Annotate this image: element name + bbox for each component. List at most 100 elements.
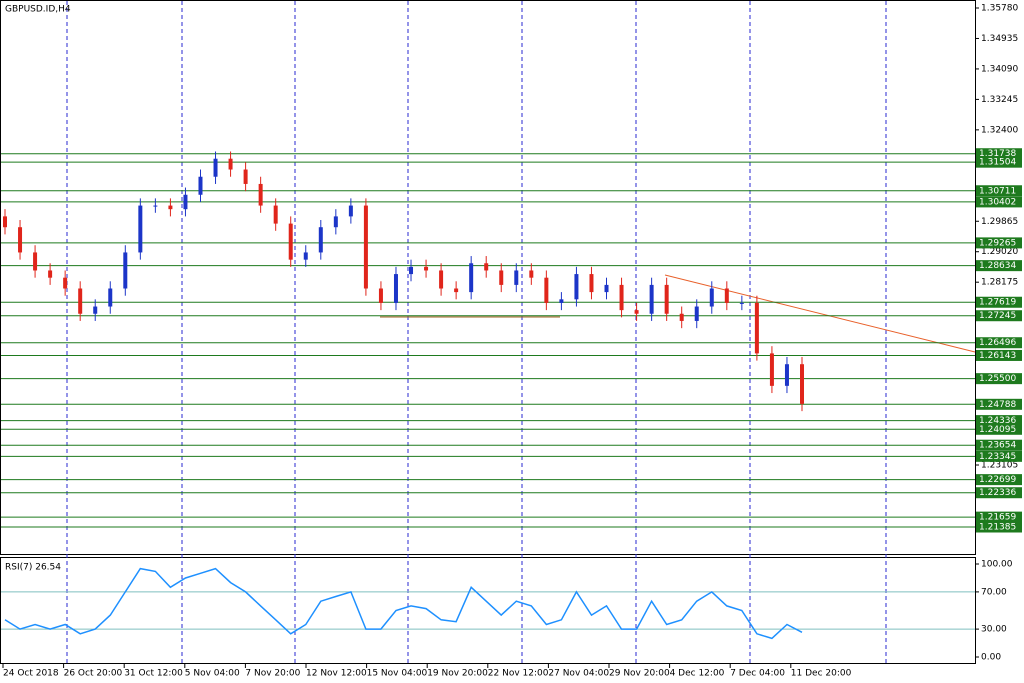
time-label: 26 Oct 20:00 (64, 669, 123, 679)
level-label-box (976, 337, 1022, 349)
level-label: 1.22699 (979, 475, 1016, 485)
level-label: 1.29265 (979, 238, 1016, 248)
level-label-box (976, 310, 1022, 322)
candle-body (559, 299, 564, 303)
candle-body (318, 227, 323, 253)
y-tick-label: 1.23105 (981, 460, 1018, 470)
y-tick-label: 70.00 (981, 587, 1007, 597)
candle-body (634, 310, 639, 314)
candle-body (649, 284, 654, 314)
trend-line (664, 274, 976, 353)
candle-body (363, 205, 368, 289)
level-label: 1.31504 (979, 158, 1016, 168)
candle-body (784, 364, 789, 386)
candle-body (48, 270, 53, 278)
level-label: 1.27619 (979, 298, 1016, 308)
y-tick-label: 1.32400 (981, 125, 1018, 135)
level-label-box (976, 185, 1022, 197)
time-label: 7 Nov 20:00 (245, 669, 300, 679)
level-label: 1.26143 (979, 351, 1016, 361)
level-label: 1.31738 (979, 149, 1016, 159)
candle-body (333, 216, 338, 228)
candle-body (514, 270, 519, 285)
time-label: 31 Oct 12:00 (124, 669, 183, 679)
candle-body (168, 205, 173, 210)
candle-body (574, 274, 579, 300)
level-label-box (976, 439, 1022, 451)
candle-body (529, 270, 534, 278)
candle-body (288, 223, 293, 260)
candle-body (33, 252, 38, 271)
y-tick-label: 1.29020 (981, 247, 1018, 257)
time-label: 11 Dec 20:00 (791, 669, 852, 679)
period-separators (66, 1, 887, 663)
time-label: 4 Dec 12:00 (670, 669, 725, 679)
candle-body (664, 284, 669, 314)
time-label: 7 Dec 04:00 (730, 669, 785, 679)
time-label: 12 Nov 12:00 (306, 669, 367, 679)
candle-body (589, 274, 594, 293)
symbol-title: GBPUSD.ID,H4 (5, 5, 71, 15)
y-tick-label: 0.00 (981, 653, 1001, 663)
level-label-box (976, 415, 1022, 427)
level-label-box (976, 148, 1022, 160)
candle-body (409, 266, 414, 275)
y-tick-label: 1.28175 (981, 278, 1018, 288)
level-label-box (976, 487, 1022, 499)
candle-body (769, 353, 774, 386)
candle-body (258, 183, 263, 206)
candle-body (198, 176, 203, 195)
y-tick-label: 1.35780 (981, 4, 1018, 14)
level-label: 1.30711 (979, 186, 1016, 196)
candle-body (499, 270, 504, 285)
candle-body (439, 270, 444, 289)
candle-body (153, 205, 158, 207)
candle-body (108, 288, 113, 307)
level-label: 1.25500 (979, 374, 1016, 384)
level-label: 1.30402 (979, 197, 1016, 207)
price-pane (0, 0, 976, 555)
candle-body (604, 284, 609, 293)
level-label-box (976, 260, 1022, 272)
candle-body (619, 284, 624, 311)
candle-body (138, 205, 143, 253)
candle-body (213, 158, 218, 177)
candle-body (424, 266, 429, 271)
candle-body (78, 288, 83, 314)
time-label: 29 Nov 20:00 (609, 669, 670, 679)
time-label: 15 Nov 04:00 (367, 669, 428, 679)
candle-body (709, 288, 714, 307)
candle-body (694, 306, 699, 321)
rsi-title: RSI(7) 26.54 (5, 563, 61, 573)
level-label-box (976, 450, 1022, 462)
candle-body (469, 263, 474, 293)
level-label-box (976, 349, 1022, 361)
level-label: 1.26496 (979, 338, 1016, 348)
y-tick-label: 1.29865 (981, 217, 1018, 227)
candle-body (378, 288, 383, 303)
candle-body (123, 252, 128, 289)
level-label-box (976, 296, 1022, 308)
candle-body (800, 364, 804, 404)
level-label-box (976, 156, 1022, 168)
candle-body (243, 169, 248, 184)
level-label: 1.21659 (979, 513, 1016, 523)
candle-body (348, 205, 353, 217)
candle-body (93, 306, 98, 314)
candle-body (724, 288, 729, 303)
candle-body (739, 302, 744, 304)
rsi-line (4, 567, 803, 640)
level-label-box (976, 423, 1022, 435)
level-label: 1.21385 (979, 523, 1016, 533)
level-label-box (976, 521, 1022, 533)
level-label-box (976, 474, 1022, 486)
candle-body (754, 302, 759, 354)
y-tick-label: 30.00 (981, 625, 1007, 635)
level-label: 1.27245 (979, 311, 1016, 321)
candle-body (63, 277, 68, 289)
candle-body (273, 205, 278, 224)
y-tick-label: 1.34935 (981, 34, 1018, 44)
time-label: 27 Nov 04:00 (548, 669, 609, 679)
candle-body (484, 263, 489, 271)
